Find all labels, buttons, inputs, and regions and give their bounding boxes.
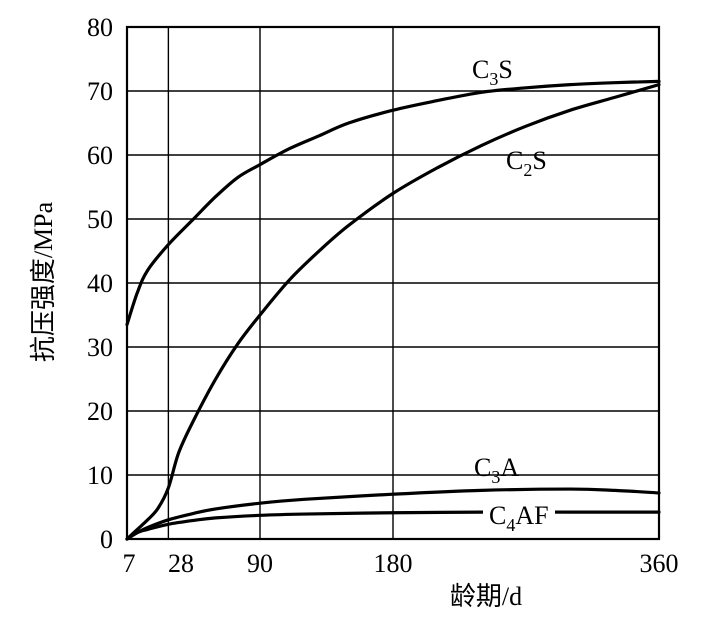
y-tick-label: 30 (87, 333, 113, 362)
series-label-main: C (506, 146, 523, 175)
series-label-main: C (472, 55, 489, 84)
series-label-c3a: C3A (474, 453, 519, 487)
series-label-main: C (474, 453, 491, 482)
series-label-tail: A (500, 453, 519, 482)
x-tick-label: 28 (168, 549, 194, 578)
series-label-subscript: 2 (523, 160, 532, 180)
grid-layer (127, 27, 659, 539)
plot-frame (125, 25, 661, 541)
series-line-c2s (125, 83, 661, 541)
y-tick-label: 10 (87, 461, 113, 490)
x-tick-label: 7 (123, 549, 136, 578)
series-label-subscript: 3 (491, 467, 500, 487)
series-line-c3s (125, 79, 661, 327)
series-label-c4af: C4AF (489, 501, 549, 535)
series-label-bg (483, 502, 555, 532)
x-tick-label: 90 (247, 549, 273, 578)
y-tick-label: 80 (87, 13, 113, 42)
tick-label-layer: 0 10 20 30 40 50 60 70 80 7 28 90 180 360 (87, 13, 679, 578)
x-tick-label: 360 (640, 549, 679, 578)
series-label-tail: S (532, 146, 546, 175)
series-label-c2s: C2S (506, 146, 547, 180)
y-tick-label: 0 (100, 525, 113, 554)
y-tick-label: 60 (87, 141, 113, 170)
x-axis-title: 龄期/d (450, 582, 522, 611)
y-tick-label: 70 (87, 77, 113, 106)
series-label-subscript: 4 (506, 515, 515, 535)
x-tick-label: 180 (374, 549, 413, 578)
series-label-subscript: 3 (489, 69, 498, 89)
y-tick-label: 40 (87, 269, 113, 298)
series-label-tail: S (498, 55, 512, 84)
series-label-main: C (489, 501, 506, 530)
series-label-tail: AF (515, 501, 548, 530)
y-tick-label: 50 (87, 205, 113, 234)
y-tick-label: 20 (87, 397, 113, 426)
y-axis-title: 抗压强度/MPa (29, 201, 58, 362)
series-label-c3s: C3S (472, 55, 513, 89)
series-line-c3a (125, 487, 661, 541)
